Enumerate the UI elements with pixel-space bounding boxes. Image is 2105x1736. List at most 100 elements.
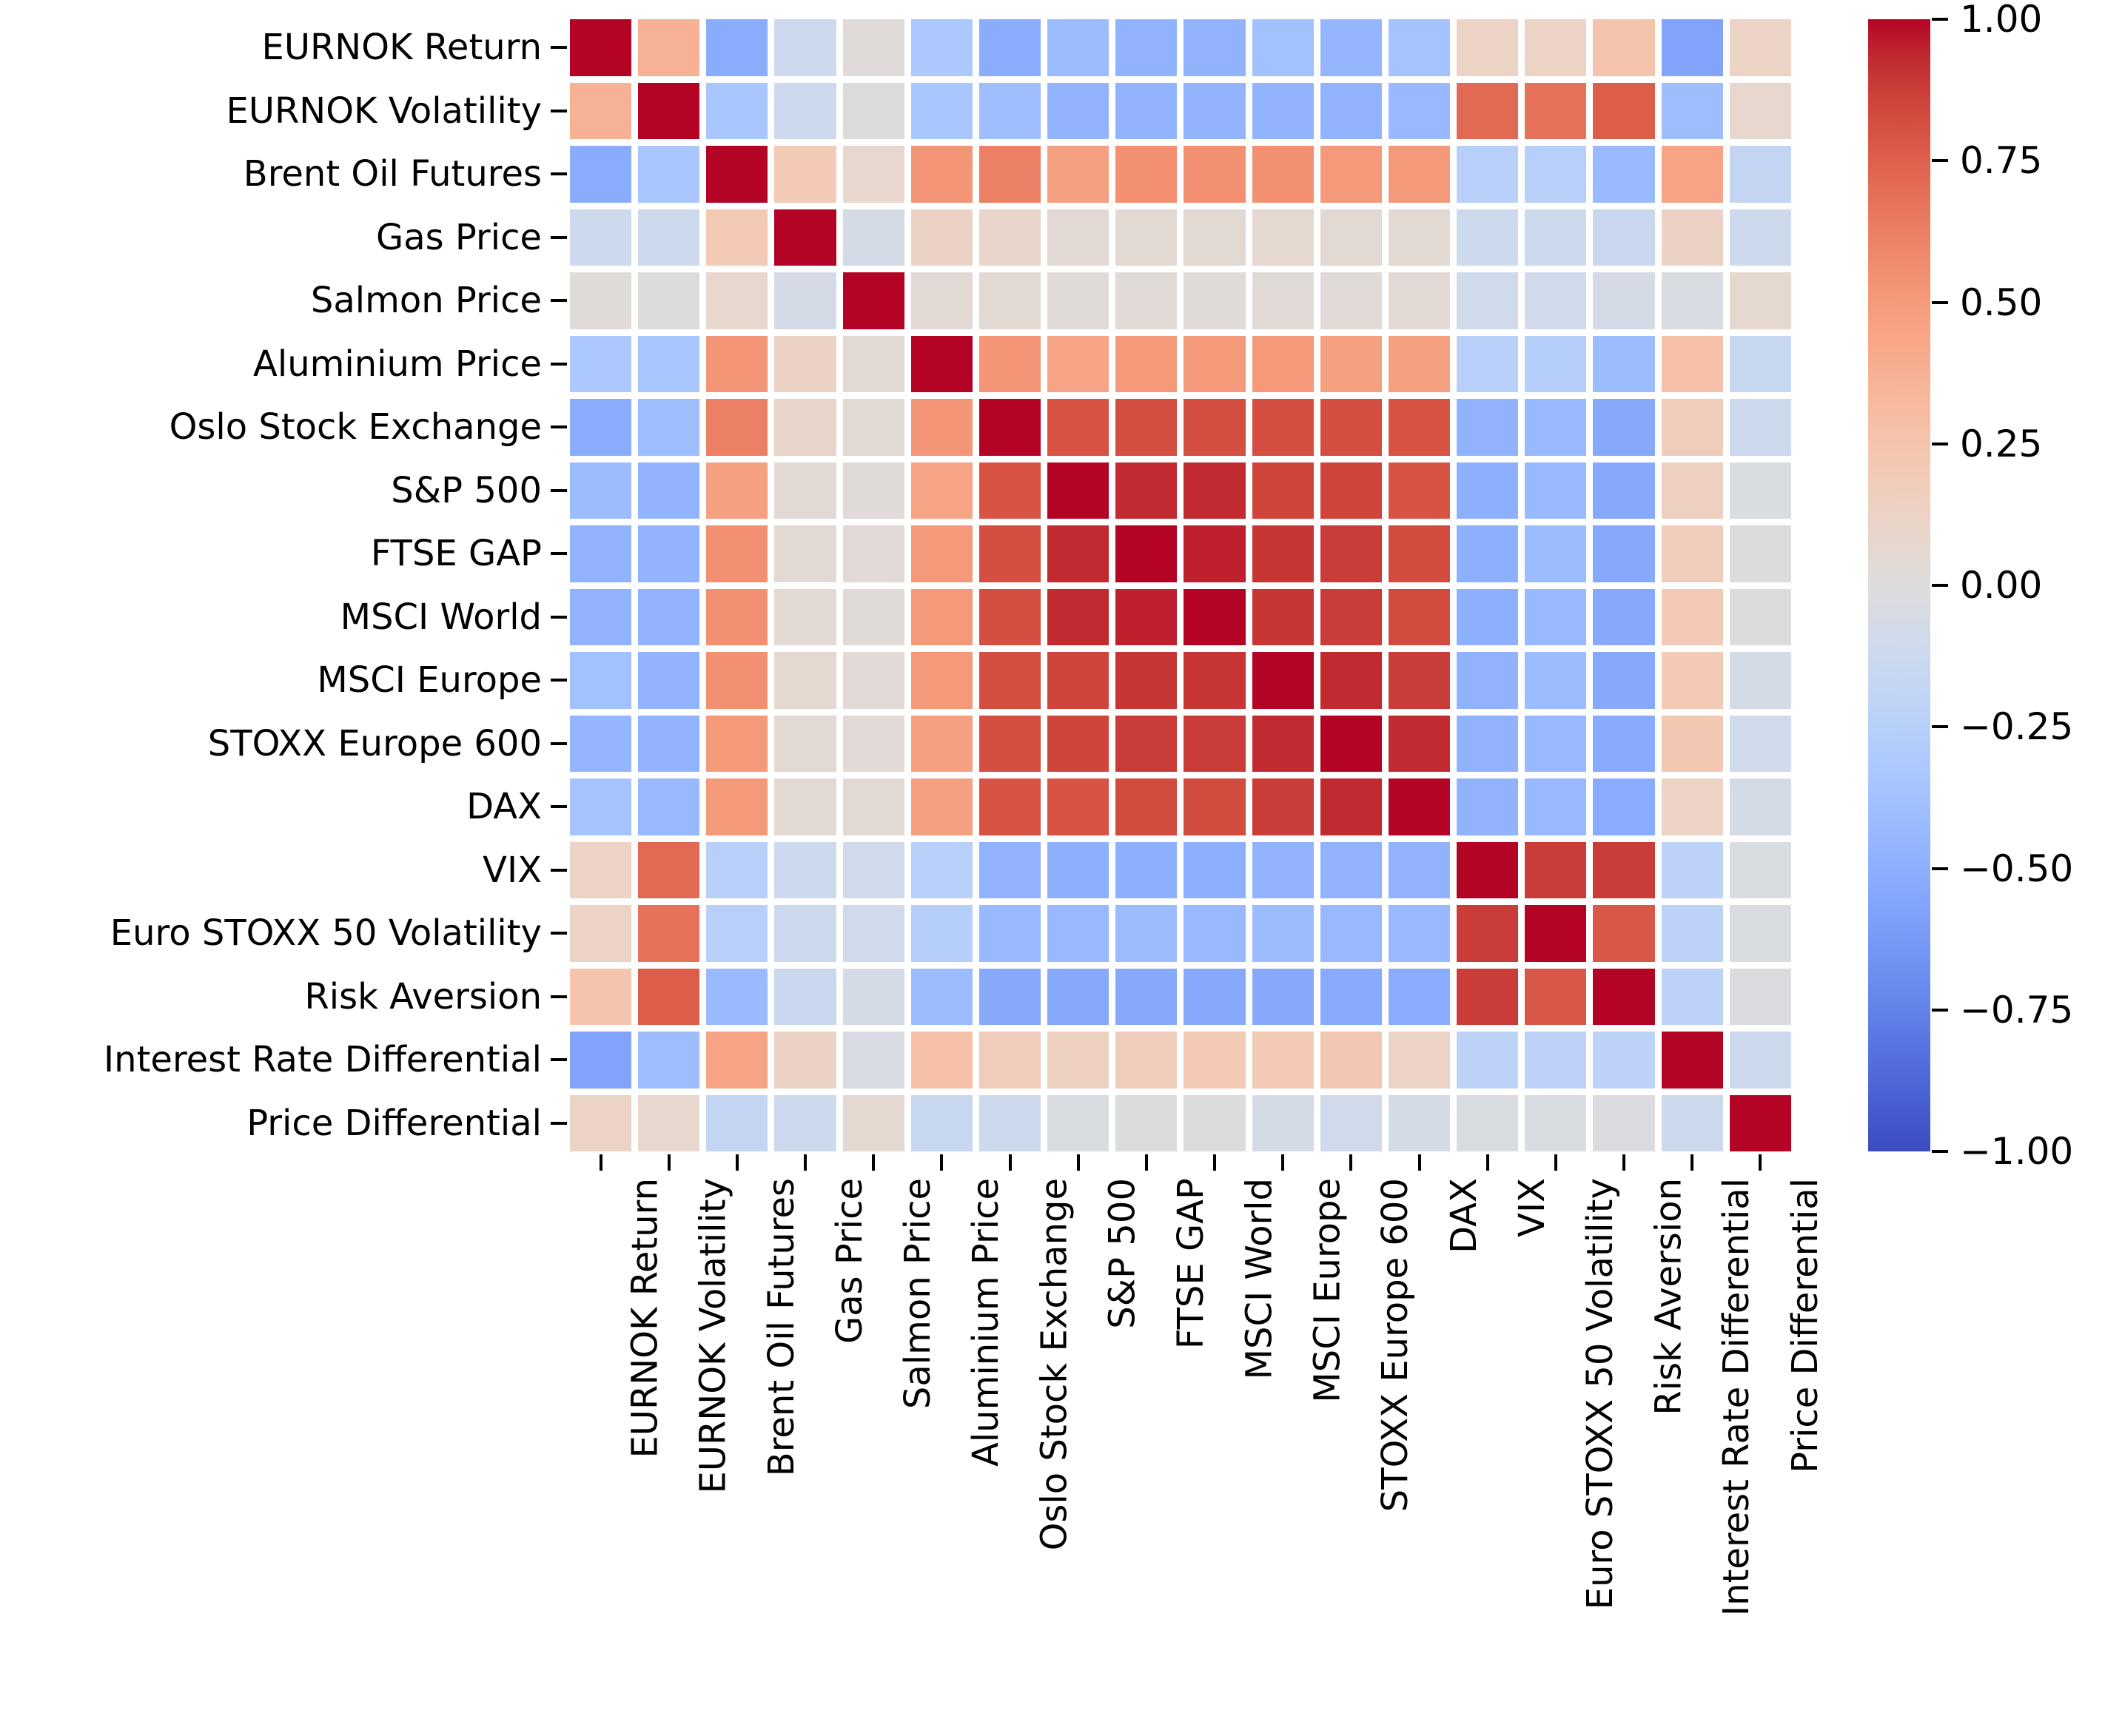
heatmap-cell	[1388, 146, 1451, 203]
heatmap-cell	[774, 588, 836, 645]
heatmap-cell	[1388, 715, 1451, 772]
heatmap-cell	[774, 778, 836, 835]
heatmap-cell	[706, 209, 768, 266]
heatmap-cell	[1457, 588, 1519, 645]
heatmap-cell	[978, 905, 1041, 962]
heatmap-cell	[910, 399, 973, 456]
heatmap-cell	[1593, 525, 1655, 582]
x-tick-mark	[1349, 1154, 1353, 1171]
heatmap-cell	[1593, 841, 1655, 898]
heatmap-cell	[1252, 399, 1314, 456]
x-tick-mark	[1213, 1154, 1217, 1171]
heatmap-cell	[1457, 19, 1519, 76]
heatmap-cell	[910, 715, 973, 772]
heatmap-cell	[774, 272, 836, 329]
colorbar	[1868, 19, 1930, 1151]
heatmap-cell	[774, 905, 836, 962]
heatmap-cell	[1593, 1032, 1655, 1089]
heatmap-cell	[1457, 905, 1519, 962]
heatmap-cell	[1388, 841, 1451, 898]
y-tick-mark	[551, 235, 567, 239]
colorbar-tick-mark	[1932, 867, 1948, 870]
heatmap-cell	[1593, 652, 1655, 709]
heatmap-cell	[1184, 462, 1246, 519]
heatmap-cell	[706, 82, 768, 139]
heatmap-cell	[638, 335, 700, 392]
heatmap-cell	[1115, 652, 1178, 709]
x-axis-label: Price Differential	[1784, 1178, 1826, 1473]
heatmap-cell	[1320, 209, 1382, 266]
heatmap-cell	[842, 778, 904, 835]
heatmap-cell	[842, 335, 904, 392]
x-tick-mark	[1691, 1154, 1694, 1171]
heatmap-cell	[1320, 778, 1382, 835]
heatmap-cell	[1457, 146, 1519, 203]
heatmap-cell	[1661, 715, 1723, 772]
heatmap-cell	[1388, 778, 1451, 835]
colorbar-tick-mark	[1932, 1008, 1948, 1012]
heatmap-cell	[978, 715, 1041, 772]
heatmap-cell	[1115, 1032, 1178, 1089]
heatmap-cell	[1457, 82, 1519, 139]
heatmap-cell	[570, 462, 632, 519]
y-axis-label: Salmon Price	[310, 280, 542, 322]
heatmap-cell	[1457, 335, 1519, 392]
x-axis-label: Euro STOXX 50 Volatility	[1579, 1178, 1621, 1610]
x-axis-label: Salmon Price	[897, 1178, 939, 1410]
x-tick-mark	[940, 1154, 944, 1171]
heatmap-cell	[638, 968, 700, 1025]
heatmap-cell	[706, 525, 768, 582]
heatmap-cell	[1047, 525, 1109, 582]
x-tick-mark	[667, 1154, 671, 1171]
heatmap-cell	[1047, 272, 1109, 329]
heatmap-cell	[1115, 905, 1178, 962]
heatmap-cell	[978, 1094, 1041, 1151]
heatmap-cell	[1184, 272, 1246, 329]
heatmap-cell	[1661, 335, 1723, 392]
heatmap-cell	[1252, 588, 1314, 645]
heatmap-cell	[978, 778, 1041, 835]
y-axis-label: Price Differential	[246, 1102, 542, 1144]
colorbar-tick-mark	[1932, 584, 1948, 587]
heatmap-cell	[570, 82, 632, 139]
colorbar-tick-label: 0.50	[1960, 280, 2043, 324]
heatmap-cell	[1252, 1032, 1314, 1089]
heatmap-cell	[1661, 1032, 1723, 1089]
heatmap-cell	[1661, 82, 1723, 139]
heatmap-cell	[1047, 462, 1109, 519]
heatmap-cell	[1047, 778, 1109, 835]
heatmap-cell	[1457, 1094, 1519, 1151]
heatmap-cell	[910, 905, 973, 962]
x-tick-mark	[1622, 1154, 1626, 1171]
colorbar-tick-label: −0.75	[1960, 988, 2074, 1032]
heatmap-cell	[1115, 841, 1178, 898]
heatmap-cell	[1593, 399, 1655, 456]
colorbar-tick-label: −1.00	[1960, 1130, 2074, 1173]
heatmap-cell	[978, 82, 1041, 139]
heatmap-cell	[1115, 968, 1178, 1025]
heatmap-cell	[638, 272, 700, 329]
heatmap-cell	[1252, 19, 1314, 76]
heatmap-cell	[1252, 905, 1314, 962]
x-tick-mark	[1485, 1154, 1489, 1171]
colorbar-tick-label: −0.50	[1960, 847, 2074, 890]
heatmap-cell	[1320, 399, 1382, 456]
heatmap-cell	[774, 652, 836, 709]
heatmap-cell	[1388, 1032, 1451, 1089]
heatmap-cell	[842, 19, 904, 76]
heatmap-cell	[842, 462, 904, 519]
heatmap-cell	[1729, 462, 1791, 519]
heatmap-cell	[1115, 399, 1178, 456]
heatmap-cell	[842, 841, 904, 898]
heatmap-cell	[1729, 652, 1791, 709]
heatmap-cell	[842, 715, 904, 772]
heatmap-cell	[638, 1032, 700, 1089]
heatmap-cell	[978, 968, 1041, 1025]
heatmap-cell	[774, 462, 836, 519]
heatmap-cell	[842, 968, 904, 1025]
heatmap-cell	[706, 462, 768, 519]
heatmap-cell	[1388, 19, 1451, 76]
heatmap-cell	[1661, 1094, 1723, 1151]
heatmap-cell	[1388, 525, 1451, 582]
heatmap-cell	[774, 82, 836, 139]
